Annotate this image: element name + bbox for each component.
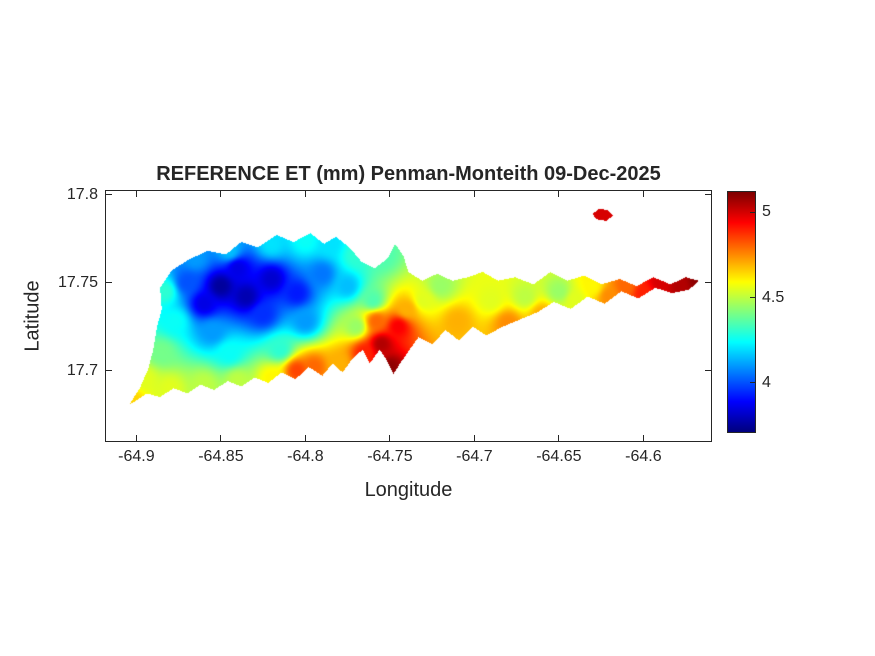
x-tick-mark: [304, 191, 306, 197]
x-tick-label: -64.9: [118, 448, 155, 465]
x-tick-mark: [220, 435, 222, 441]
colorbar-tick-mark: [750, 211, 755, 213]
x-tick-mark: [220, 191, 222, 197]
chart-title: REFERENCE ET (mm) Penman-Monteith 09-Dec…: [156, 163, 661, 185]
x-tick-label: -64.8: [287, 448, 324, 465]
y-tick-mark: [106, 370, 112, 372]
colorbar: [727, 191, 756, 433]
x-tick-mark: [558, 191, 560, 197]
colorbar-tick-label: 4.5: [762, 288, 785, 306]
colorbar-tick-label: 5: [762, 203, 771, 221]
y-tick-label: 17.8: [66, 185, 98, 203]
x-tick-mark: [304, 435, 306, 441]
x-tick-mark: [389, 191, 391, 197]
x-tick-mark: [473, 435, 475, 441]
y-tick-mark: [106, 282, 112, 284]
x-tick-mark: [135, 435, 137, 441]
y-tick-mark: [705, 194, 711, 196]
colorbar-tick-mark: [750, 382, 755, 384]
x-tick-label: -64.65: [536, 448, 582, 465]
x-tick-mark: [135, 191, 137, 197]
plot-area: [105, 190, 712, 442]
y-tick-mark: [106, 194, 112, 196]
x-tick-mark: [642, 435, 644, 441]
y-tick-label: 17.75: [57, 273, 98, 291]
x-axis-label: Longitude: [364, 479, 453, 501]
colorbar-gradient: [728, 192, 755, 432]
y-tick-mark: [705, 370, 711, 372]
y-tick-label: 17.7: [66, 361, 98, 379]
y-tick-mark: [705, 282, 711, 284]
colorbar-tick-mark: [750, 297, 755, 299]
x-tick-mark: [642, 191, 644, 197]
x-tick-mark: [389, 435, 391, 441]
x-tick-mark: [558, 435, 560, 441]
x-tick-label: -64.75: [367, 448, 413, 465]
x-tick-label: -64.6: [625, 448, 662, 465]
colorbar-tick-label: 4: [762, 373, 771, 391]
x-tick-label: -64.7: [456, 448, 493, 465]
x-tick-label: -64.85: [198, 448, 244, 465]
x-tick-mark: [473, 191, 475, 197]
heatmap-canvas: [106, 191, 711, 441]
